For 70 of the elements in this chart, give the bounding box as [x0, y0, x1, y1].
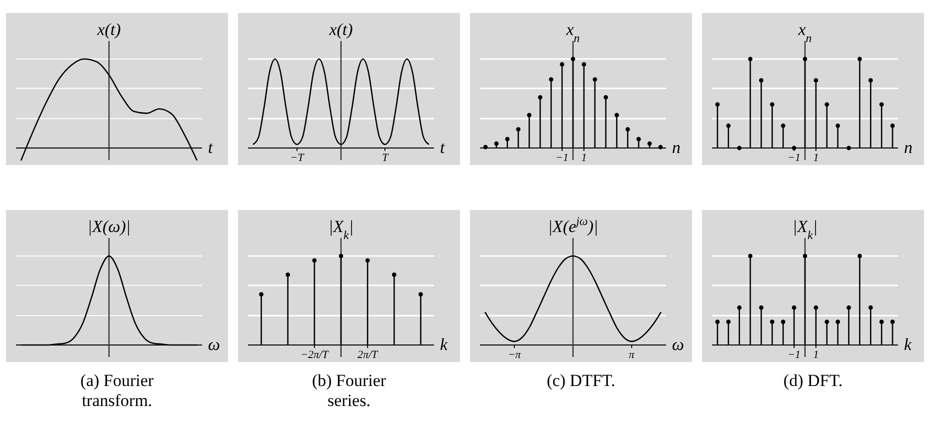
x-tick-label: −2π/T	[300, 349, 330, 361]
point	[286, 272, 290, 277]
x-tick-label: −1	[556, 152, 569, 164]
y-axis-title: x$_{n}$	[565, 20, 580, 45]
point	[836, 124, 840, 128]
text: (b) Fourier series.	[312, 371, 386, 410]
point	[527, 112, 532, 118]
point	[494, 141, 499, 146]
x-tick-label: −1	[788, 349, 801, 361]
point	[626, 127, 630, 132]
x-tick-label: T	[382, 152, 389, 164]
x-axis-title: ω	[672, 335, 684, 354]
x-axis-title: k	[904, 335, 912, 354]
point	[748, 56, 752, 62]
x-axis-title: n	[672, 138, 680, 157]
point	[570, 56, 576, 62]
x-tick-label: π	[628, 349, 635, 361]
y-axis-title: |X(e$^{jω}$)|	[548, 214, 598, 236]
point	[338, 254, 344, 258]
point	[592, 77, 598, 82]
point	[814, 78, 818, 83]
point	[868, 78, 873, 83]
point	[802, 56, 808, 62]
point	[780, 124, 786, 128]
y-axis-title: x$_{n}$	[797, 20, 812, 45]
point	[759, 78, 764, 83]
x-tick-label: 1	[581, 152, 587, 164]
point	[560, 62, 564, 67]
x-tick-label: −T	[290, 152, 305, 164]
point	[658, 144, 663, 150]
y-axis-title: |X$_{k}$|	[328, 217, 354, 242]
x-tick-label: −1	[788, 152, 801, 164]
point	[890, 124, 895, 128]
point	[418, 292, 423, 296]
point	[548, 77, 554, 82]
text: (d) DFT.	[783, 371, 843, 390]
point	[312, 258, 317, 263]
x-axis-title: k	[440, 335, 448, 354]
point	[715, 102, 720, 107]
point	[770, 102, 774, 107]
point	[582, 62, 586, 67]
point	[365, 258, 370, 263]
point	[516, 127, 520, 132]
x-tick-label: 2π/T	[357, 349, 379, 361]
point	[483, 144, 488, 150]
x-axis-title: t	[208, 138, 214, 157]
point	[538, 95, 542, 100]
point	[726, 124, 731, 128]
point	[259, 292, 264, 296]
point	[647, 141, 652, 146]
point	[824, 102, 830, 107]
y-axis-title: x(t)	[96, 20, 122, 39]
point	[505, 136, 510, 142]
text: (a) Fourier transform.	[80, 371, 154, 410]
y-axis-title: |X(ω)|	[87, 217, 131, 236]
y-axis-title: |X$_{k}$|	[792, 217, 818, 242]
point	[879, 102, 884, 107]
x-tick-label: 1	[813, 349, 819, 361]
text: (c) DTFT.	[546, 371, 616, 390]
point	[392, 272, 396, 277]
x-tick-label: −π	[508, 349, 522, 361]
y-axis-title: x(t)	[328, 20, 354, 39]
point	[858, 56, 862, 62]
x-axis-title: n	[904, 138, 912, 157]
x-axis-title: ω	[208, 335, 220, 354]
point	[604, 95, 608, 100]
x-tick-label: 1	[813, 152, 819, 164]
point	[614, 112, 619, 118]
point	[636, 136, 641, 142]
x-axis-title: t	[440, 138, 446, 157]
